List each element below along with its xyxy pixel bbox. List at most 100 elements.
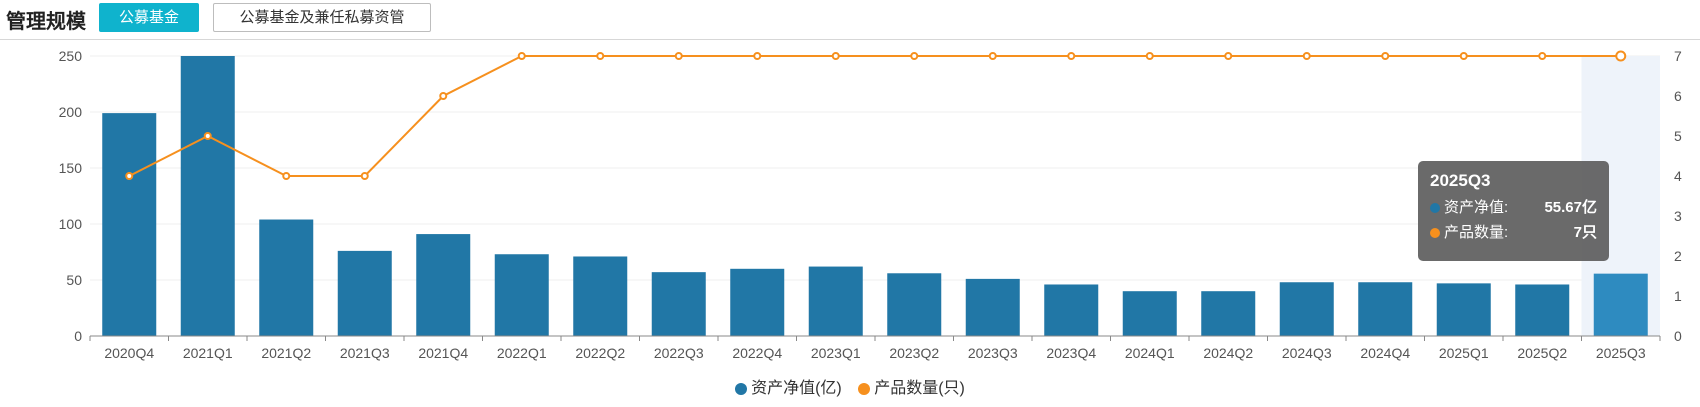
bar (102, 113, 157, 337)
bar (1515, 284, 1570, 336)
bar (416, 234, 471, 336)
x-tick-label: 2024Q1 (1125, 345, 1175, 361)
y-right-tick-label: 5 (1674, 128, 1682, 144)
x-tick-label: 2021Q4 (418, 345, 468, 361)
bar (1436, 283, 1491, 336)
line-point (1538, 52, 1547, 60)
bar (1044, 284, 1099, 336)
line-point (1459, 52, 1468, 60)
bar (573, 256, 628, 336)
line-point (753, 52, 762, 60)
axes: 0 50 100 150 200 250 0 1 2 3 4 5 6 7 2020Q4 2021Q1 2021Q… (59, 48, 1682, 361)
count-line (128, 55, 1621, 177)
bar (808, 266, 863, 336)
line-point (1145, 52, 1154, 60)
bar (337, 250, 392, 336)
y-left-tick-label: 200 (59, 104, 83, 120)
line-point (1615, 50, 1627, 62)
tab-public-fund[interactable]: 公募基金 (99, 3, 199, 32)
x-tick-label: 2021Q3 (340, 345, 390, 361)
x-tick-label: 2021Q1 (183, 345, 233, 361)
y-left-tick-label: 150 (59, 160, 83, 176)
x-tick-label: 2022Q4 (732, 345, 782, 361)
x-tick-label: 2022Q3 (654, 345, 704, 361)
line-point (203, 132, 212, 140)
y-right-tick-label: 4 (1674, 168, 1682, 184)
bar (259, 219, 314, 336)
x-tick-label: 2025Q1 (1439, 345, 1489, 361)
x-tick-label: 2023Q4 (1046, 345, 1096, 361)
page-title: 管理规模 (6, 11, 86, 33)
tooltip-label: 资产净值: (1444, 199, 1509, 216)
combo-chart: 0 50 100 150 200 250 0 1 2 3 4 5 6 7 2020Q4 2021Q1 2021Q… (59, 48, 1682, 361)
x-tick-label: 2024Q4 (1360, 345, 1410, 361)
bar (1201, 291, 1256, 336)
line-point (125, 172, 134, 180)
legend: 资产净值(亿) 产品数量(只) (0, 374, 1700, 398)
y-right-tick-label: 0 (1674, 328, 1682, 344)
y-left-tick-label: 250 (59, 48, 83, 64)
bar (494, 254, 549, 336)
x-tick-label: 2021Q2 (261, 345, 311, 361)
bar (1593, 273, 1648, 336)
line-series (125, 50, 1627, 180)
line-point (439, 92, 448, 100)
y-left-tick-label: 50 (66, 272, 82, 288)
line-point (1302, 52, 1311, 60)
tooltip-bar-dot-icon (1430, 203, 1440, 214)
bar (1122, 291, 1177, 336)
tooltip-line-dot-icon (1430, 228, 1440, 239)
x-tick-label: 2025Q3 (1596, 345, 1646, 361)
bar (1279, 282, 1334, 336)
x-tick-label: 2022Q2 (575, 345, 625, 361)
legend-line-dot-icon (858, 382, 871, 395)
line-point (831, 52, 840, 60)
tooltip-row-nav: 资产净值: 55.67亿 (1430, 195, 1597, 220)
y-right-tick-label: 6 (1674, 88, 1682, 104)
legend-item-count[interactable]: 产品数量(只) (858, 374, 965, 398)
bar (887, 273, 942, 336)
y-left-tick-label: 100 (59, 216, 83, 232)
x-tick-label: 2025Q2 (1517, 345, 1567, 361)
line-point (910, 52, 919, 60)
bar (1358, 282, 1413, 336)
bar-series (102, 56, 1648, 337)
line-point (282, 172, 291, 180)
header: 管理规模 公募基金 公募基金及兼任私募资管 (0, 0, 1700, 40)
x-tick-label: 2023Q3 (968, 345, 1018, 361)
x-tick-label: 2023Q1 (811, 345, 861, 361)
line-point (988, 52, 997, 60)
x-tick-label: 2024Q3 (1282, 345, 1332, 361)
tooltip-label: 产品数量: (1444, 224, 1509, 241)
tooltip: 2025Q3 资产净值: 55.67亿 产品数量: 7只 (1418, 161, 1609, 261)
line-point (517, 52, 526, 60)
legend-label: 资产净值(亿) (751, 380, 842, 397)
y-right-tick-label: 3 (1674, 208, 1682, 224)
legend-label: 产品数量(只) (874, 380, 965, 397)
x-tick-label: 2022Q1 (497, 345, 547, 361)
bar (180, 56, 235, 336)
line-point (1224, 52, 1233, 60)
tooltip-value: 55.67亿 (1544, 199, 1597, 216)
line-point (596, 52, 605, 60)
bar (965, 278, 1020, 336)
bar (651, 272, 706, 336)
y-right-tick-label: 1 (1674, 288, 1682, 304)
line-point (1067, 52, 1076, 60)
legend-bar-dot-icon (735, 382, 748, 395)
tooltip-row-count: 产品数量: 7只 (1430, 220, 1597, 245)
legend-item-nav[interactable]: 资产净值(亿) (735, 374, 842, 398)
tooltip-value: 7只 (1573, 224, 1597, 241)
line-point (360, 172, 369, 180)
y-right-tick-label: 7 (1674, 48, 1682, 64)
y-left-tick-label: 0 (74, 328, 82, 344)
x-tick-label: 2023Q2 (889, 345, 939, 361)
bar (730, 268, 785, 336)
line-point (1381, 52, 1390, 60)
tab-public-and-private-fund[interactable]: 公募基金及兼任私募资管 (213, 3, 431, 32)
y-right-tick-label: 2 (1674, 248, 1682, 264)
tooltip-title: 2025Q3 (1430, 171, 1491, 190)
line-point (674, 52, 683, 60)
x-tick-label: 2024Q2 (1203, 345, 1253, 361)
x-tick-label: 2020Q4 (104, 345, 154, 361)
